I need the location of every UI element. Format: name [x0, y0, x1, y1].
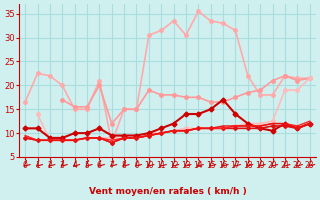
X-axis label: Vent moyen/en rafales ( km/h ): Vent moyen/en rafales ( km/h )	[89, 187, 246, 196]
